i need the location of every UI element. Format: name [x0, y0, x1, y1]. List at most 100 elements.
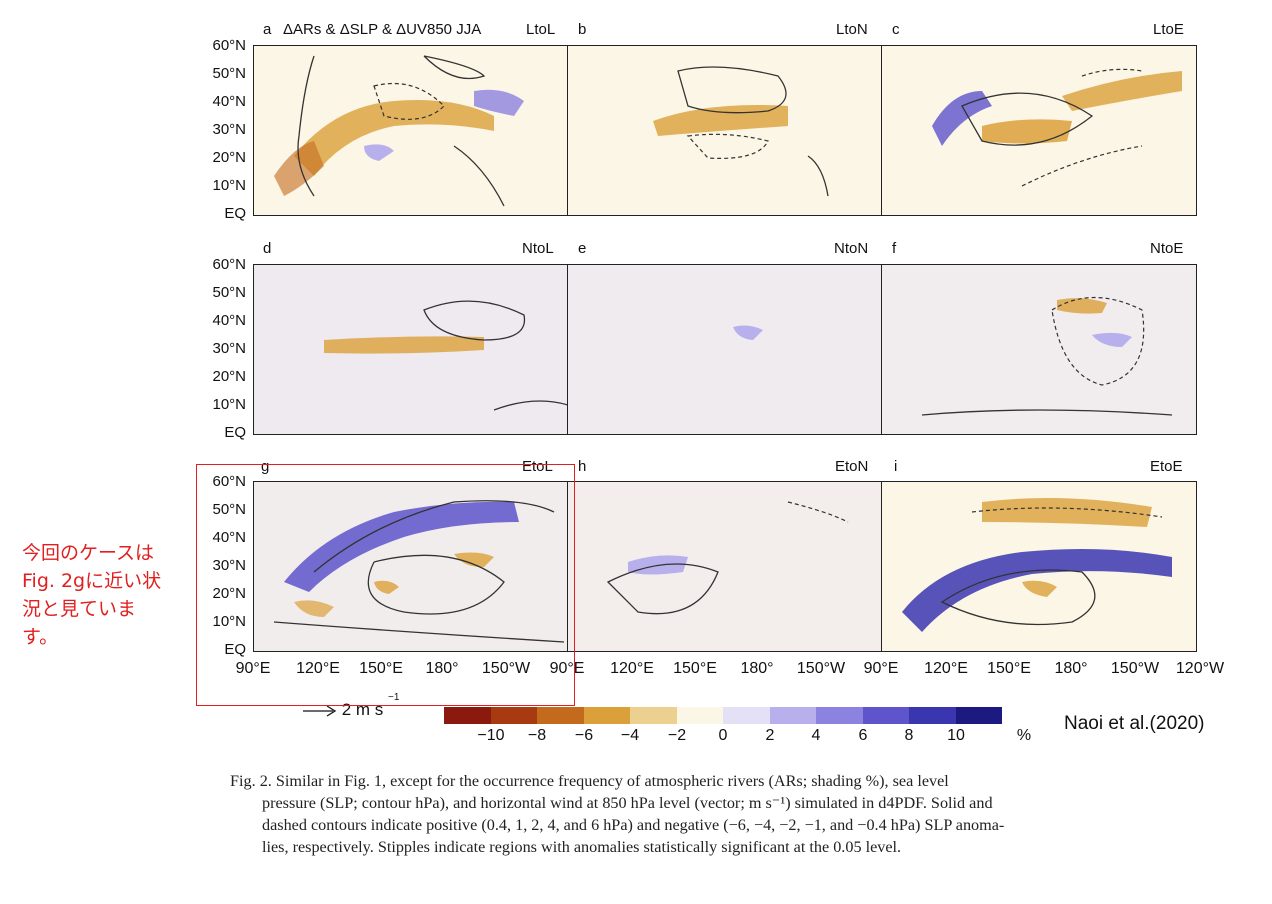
panel-h-letter: h — [578, 458, 587, 475]
vector-scale-exponent: −1 — [388, 692, 400, 704]
colorbar-tick: −6 — [574, 727, 594, 744]
lat-label: 20°N — [212, 149, 246, 166]
lon-label: 90°E — [549, 660, 585, 677]
lat-label: 30°N — [212, 557, 246, 574]
panel-h-case: EtoN — [835, 458, 869, 475]
colorbar-swatch — [537, 707, 584, 724]
panel-d-case: NtoL — [522, 240, 554, 257]
colorbar-tick: 10 — [947, 727, 965, 744]
panel-e — [567, 264, 883, 435]
colorbar-tick: 8 — [904, 727, 914, 744]
colorbar-swatch — [444, 707, 491, 724]
panel-h — [567, 481, 883, 652]
lon-label: 150°W — [481, 660, 531, 677]
colorbar-swatch — [723, 707, 770, 724]
lon-label: 120°E — [296, 660, 340, 677]
lat-label: 40°N — [212, 529, 246, 546]
lon-label: 120°W — [1175, 660, 1225, 677]
lon-label: 120°E — [924, 660, 968, 677]
lat-label: 40°N — [212, 312, 246, 329]
colorbar-swatch — [862, 707, 909, 724]
panel-g — [253, 481, 569, 652]
lat-label: 50°N — [212, 65, 246, 82]
colorbar-tick: −10 — [477, 727, 505, 744]
panel-a: a — [253, 45, 569, 216]
lat-label: 10°N — [212, 177, 246, 194]
colorbar-swatch — [490, 707, 537, 724]
panel-e-case: NtoN — [834, 240, 869, 257]
lat-label: 30°N — [212, 121, 246, 138]
colorbar-tick: 6 — [858, 727, 868, 744]
lon-label: 150°W — [1110, 660, 1160, 677]
panel-i-letter: i — [894, 458, 898, 475]
panel-b-case: LtoN — [836, 21, 868, 38]
colorbar-swatch — [630, 707, 677, 724]
panel-g-letter: g — [261, 458, 270, 475]
caption-line: Fig. 2. Similar in Fig. 1, except for th… — [230, 772, 949, 790]
panel-a-title: ΔARs & ΔSLP & ΔUV850 JJA — [283, 21, 482, 38]
lat-label: 20°N — [212, 368, 246, 385]
vector-scale: 2 m s −1 — [303, 692, 399, 720]
panel-a-case: LtoL — [526, 21, 556, 38]
figure: a ΔARs & ΔSLP & ΔUV850 JJA LtoL a b LtoN… — [212, 21, 1225, 744]
citation: Naoi et al.(2020) — [1064, 713, 1205, 734]
panel-d-letter: d — [263, 240, 272, 257]
lat-label: 20°N — [212, 585, 246, 602]
lat-label: 60°N — [212, 37, 246, 54]
lon-label: 180° — [425, 660, 459, 677]
lat-label: 30°N — [212, 340, 246, 357]
colorbar-swatch — [909, 707, 956, 724]
lat-label: 40°N — [212, 93, 246, 110]
lon-label: 150°E — [673, 660, 717, 677]
panel-c-case: LtoE — [1153, 21, 1184, 38]
colorbar-swatch — [816, 707, 863, 724]
colorbar-tick: −8 — [527, 727, 547, 744]
panel-e-letter: e — [578, 240, 587, 257]
colorbar-swatch — [583, 707, 630, 724]
lon-label: 180° — [1054, 660, 1088, 677]
highlight-box — [196, 464, 575, 706]
figure-caption: Fig. 2. Similar in Fig. 1, except for th… — [230, 770, 1230, 858]
lat-label: EQ — [224, 424, 246, 441]
lon-label: 90°E — [235, 660, 271, 677]
colorbar-tick: −2 — [667, 727, 687, 744]
colorbar-tick: 2 — [765, 727, 775, 744]
colorbar-tick: −4 — [620, 727, 640, 744]
lon-label: 150°E — [987, 660, 1031, 677]
panel-c — [881, 45, 1197, 216]
vector-scale-label: 2 m s — [341, 700, 384, 719]
annotation-text: 今回のケースはFig. 2gに近い状況と見ています。 — [22, 542, 162, 648]
panel-i-case: EtoE — [1150, 458, 1183, 475]
panel-d — [253, 264, 569, 435]
lat-label: EQ — [224, 205, 246, 222]
lon-label: 120°E — [610, 660, 654, 677]
colorbar-tick: 0 — [718, 727, 728, 744]
colorbar-swatch — [955, 707, 1002, 724]
lat-label: 60°N — [212, 473, 246, 490]
colorbar-swatch — [769, 707, 816, 724]
lon-label: 180° — [740, 660, 774, 677]
caption-line: pressure (SLP; contour hPa), and horizon… — [262, 794, 993, 812]
lat-label: 50°N — [212, 501, 246, 518]
lat-label: 10°N — [212, 613, 246, 630]
colorbar-tick: 4 — [811, 727, 821, 744]
colorbar-swatch — [676, 707, 723, 724]
panel-f-case: NtoE — [1150, 240, 1184, 257]
lat-label: 50°N — [212, 284, 246, 301]
panel-b-letter: b — [578, 21, 587, 38]
lon-label: 150°E — [359, 660, 403, 677]
panel-c-letter: c — [892, 21, 900, 38]
lon-label: 90°E — [863, 660, 899, 677]
panel-a-letter: a — [263, 21, 272, 38]
colorbar — [444, 707, 1002, 724]
colorbar-unit: % — [1016, 727, 1032, 744]
lat-label: EQ — [224, 641, 246, 658]
lat-label: 10°N — [212, 396, 246, 413]
panel-g-case: EtoL — [522, 458, 553, 475]
panel-f — [881, 264, 1197, 435]
panel-b — [567, 45, 883, 216]
caption-line: dashed contours indicate positive (0.4, … — [262, 816, 1005, 834]
lat-label: 60°N — [212, 256, 246, 273]
panel-i — [881, 481, 1197, 652]
panel-f-letter: f — [892, 240, 897, 257]
